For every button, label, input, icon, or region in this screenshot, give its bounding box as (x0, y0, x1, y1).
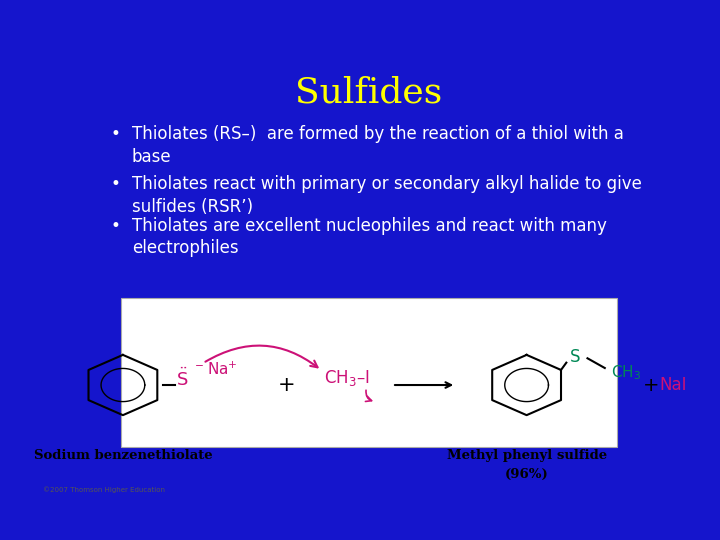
Text: •: • (110, 125, 120, 143)
FancyArrowPatch shape (205, 346, 318, 367)
Text: Sodium benzenethiolate: Sodium benzenethiolate (34, 449, 212, 462)
Text: $^{-}$: $^{-}$ (194, 362, 204, 377)
Text: +: + (643, 375, 660, 395)
Text: CH$_3$–I: CH$_3$–I (324, 368, 370, 388)
Text: •: • (110, 175, 120, 193)
Text: Sulfides: Sulfides (295, 75, 443, 109)
Text: NaI: NaI (659, 376, 686, 394)
Text: S: S (570, 348, 580, 366)
FancyBboxPatch shape (121, 298, 617, 447)
Text: Thiolates react with primary or secondary alkyl halide to give
sulfides (RSR’): Thiolates react with primary or secondar… (132, 175, 642, 216)
Text: $\ddot{\rm S}$: $\ddot{\rm S}$ (176, 368, 188, 390)
Text: CH$_3$: CH$_3$ (611, 363, 641, 382)
FancyArrowPatch shape (366, 390, 372, 401)
Text: Na$^{+}$: Na$^{+}$ (207, 361, 238, 378)
Text: Thiolates (RS–)  are formed by the reaction of a thiol with a
base: Thiolates (RS–) are formed by the reacti… (132, 125, 624, 166)
Text: (96%): (96%) (505, 468, 549, 482)
Text: •: • (110, 217, 120, 234)
Text: ©2007 Thomson Higher Education: ©2007 Thomson Higher Education (42, 486, 165, 493)
Text: +: + (277, 375, 295, 395)
Text: Methyl phenyl sulfide: Methyl phenyl sulfide (446, 449, 607, 462)
Text: Thiolates are excellent nucleophiles and react with many
electrophiles: Thiolates are excellent nucleophiles and… (132, 217, 607, 258)
